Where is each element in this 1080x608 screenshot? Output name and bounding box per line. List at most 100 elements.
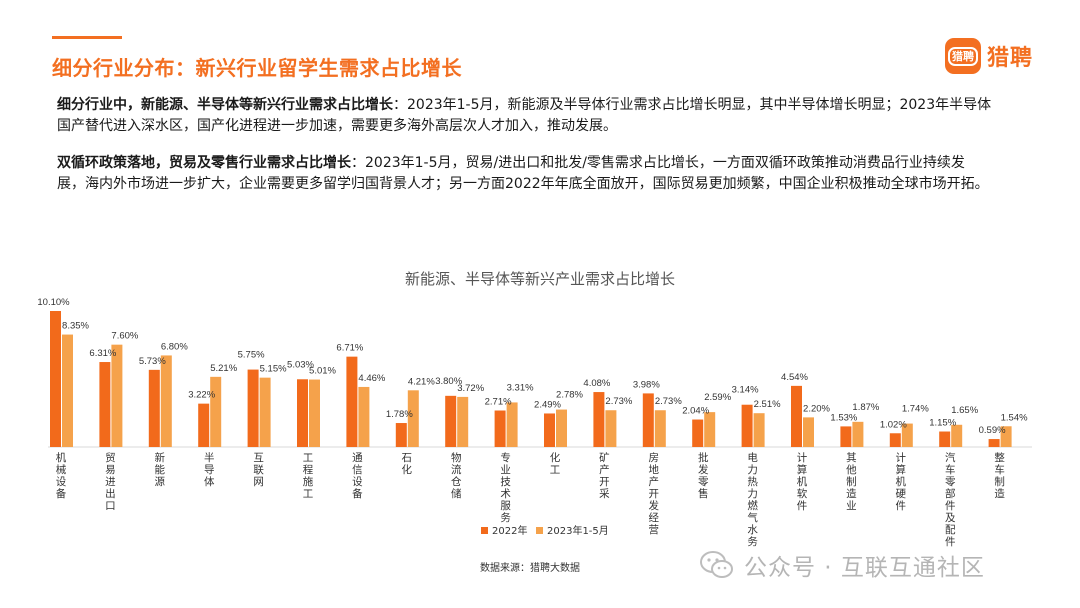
chart-title: 新能源、半导体等新兴产业需求占比增长 bbox=[404, 270, 675, 288]
category-label-11-char-2: 开 bbox=[599, 476, 610, 488]
category-label-10-char-0: 化 bbox=[550, 451, 561, 464]
category-label-16-char-0: 其 bbox=[846, 452, 857, 464]
value-label-2023-10: 2.78% bbox=[556, 390, 583, 401]
bar-2023-11 bbox=[605, 410, 617, 447]
bar-2023-16 bbox=[852, 421, 864, 447]
category-label-13-char-1: 发 bbox=[698, 463, 709, 476]
category-label-3-char-2: 体 bbox=[204, 476, 215, 488]
bar-2022-18 bbox=[939, 431, 951, 447]
category-label-4-char-2: 网 bbox=[253, 476, 264, 488]
bar-2023-2 bbox=[160, 355, 172, 447]
bar-2023-19 bbox=[1000, 426, 1012, 447]
category-label-14-char-3: 力 bbox=[747, 487, 758, 500]
bar-2023-4 bbox=[259, 377, 271, 447]
bar-2022-15 bbox=[791, 385, 802, 447]
category-label-9-char-5: 务 bbox=[500, 511, 511, 524]
bar-2023-13 bbox=[704, 412, 716, 447]
category-label-7-char-0: 石 bbox=[402, 452, 413, 464]
category-label-1-char-0: 贸 bbox=[105, 452, 116, 464]
category-label-2-char-0: 新 bbox=[155, 451, 166, 464]
paragraph-1-body: ：2023年1-5月，新能源及半导体行业需求占比增长明显，其中半导体增长明显；2… bbox=[57, 97, 992, 134]
category-label-8-char-1: 流 bbox=[451, 463, 462, 476]
value-label-2022-5: 5.03% bbox=[287, 359, 314, 370]
bar-2023-12 bbox=[654, 410, 666, 447]
category-label-17-char-0: 计 bbox=[896, 451, 907, 464]
category-label-13-char-3: 售 bbox=[698, 487, 709, 500]
category-label-12-char-6: 营 bbox=[649, 523, 660, 536]
bar-2023-1 bbox=[111, 344, 123, 447]
paragraph-1-heading: 细分行业中，新能源、半导体等新兴行业需求占比增长 bbox=[57, 97, 393, 113]
category-label-18-char-6: 配 bbox=[945, 524, 956, 536]
value-label-2022-18: 1.15% bbox=[929, 418, 956, 429]
logo-badge-text: 猎聘 bbox=[948, 46, 978, 66]
category-label-4-char-0: 互 bbox=[253, 452, 264, 464]
value-label-2022-2: 5.73% bbox=[139, 356, 166, 367]
title-accent-line bbox=[52, 36, 122, 39]
category-label-18-char-4: 件 bbox=[945, 500, 956, 512]
category-label-1-char-4: 口 bbox=[105, 500, 116, 512]
category-label-12-char-2: 产 bbox=[649, 475, 660, 488]
category-label-8-char-2: 仓 bbox=[451, 475, 462, 488]
category-label-8-char-0: 物 bbox=[451, 451, 462, 464]
category-label-19-char-3: 造 bbox=[994, 487, 1005, 500]
category-label-18-char-2: 零 bbox=[945, 476, 956, 488]
bar-2023-0 bbox=[62, 334, 73, 447]
bar-2022-7 bbox=[395, 423, 407, 447]
category-label-9-char-4: 服 bbox=[500, 500, 511, 512]
category-label-14-char-4: 燃 bbox=[747, 499, 758, 512]
category-label-11-char-0: 矿 bbox=[599, 451, 610, 464]
category-label-0-char-0: 机 bbox=[56, 451, 67, 464]
value-label-2023-8: 3.72% bbox=[457, 383, 484, 394]
category-label-1-char-2: 进 bbox=[105, 476, 116, 488]
category-label-15-char-3: 软 bbox=[797, 487, 808, 500]
category-label-15-char-4: 件 bbox=[797, 500, 808, 512]
category-label-14-char-7: 务 bbox=[747, 535, 758, 548]
bar-2023-3 bbox=[210, 376, 222, 447]
liepin-logo: 猎聘 猎聘 bbox=[945, 38, 1033, 74]
bar-2022-12 bbox=[642, 393, 654, 447]
value-label-2023-17: 1.74% bbox=[902, 404, 929, 415]
page-title: 细分行业分布：新兴行业留学生需求占比增长 bbox=[52, 56, 462, 80]
category-label-6-char-3: 备 bbox=[352, 487, 363, 500]
bar-2023-5 bbox=[309, 379, 320, 447]
value-label-2023-11: 2.73% bbox=[605, 396, 632, 407]
category-label-10-char-1: 工 bbox=[550, 464, 561, 476]
category-label-5-char-1: 程 bbox=[303, 464, 314, 476]
category-label-18-char-1: 车 bbox=[945, 463, 956, 476]
value-label-2023-6: 4.46% bbox=[358, 373, 385, 384]
bar-2023-15 bbox=[803, 417, 814, 447]
value-label-2022-16: 1.53% bbox=[830, 412, 857, 423]
category-label-16-char-4: 业 bbox=[846, 500, 857, 512]
bar-2022-16 bbox=[840, 426, 852, 447]
category-label-5-char-0: 工 bbox=[303, 452, 314, 464]
bar-2022-9 bbox=[494, 410, 506, 447]
category-label-18-char-7: 件 bbox=[945, 536, 956, 548]
category-label-4-char-1: 联 bbox=[253, 464, 264, 476]
bar-2022-8 bbox=[445, 395, 457, 447]
category-label-18-char-0: 汽 bbox=[945, 451, 956, 464]
bar-2022-13 bbox=[692, 419, 704, 447]
category-label-3-char-0: 半 bbox=[204, 451, 215, 464]
bar-2022-0 bbox=[50, 311, 61, 447]
category-label-1-char-3: 出 bbox=[105, 487, 116, 500]
value-label-2023-3: 5.21% bbox=[210, 363, 237, 374]
category-label-16-char-3: 造 bbox=[846, 487, 857, 500]
wechat-icon bbox=[700, 551, 733, 578]
category-label-14-char-5: 气 bbox=[747, 511, 758, 524]
value-label-2022-4: 5.75% bbox=[238, 350, 265, 361]
value-label-2022-1: 6.31% bbox=[89, 348, 116, 359]
value-label-2022-15: 4.54% bbox=[781, 372, 808, 383]
value-label-2023-9: 3.31% bbox=[507, 382, 534, 393]
paragraph-dual-circulation: 双循环政策落地，贸易及零售行业需求占比增长：2023年1-5月，贸易/进出口和批… bbox=[57, 153, 992, 195]
paragraph-new-industries: 细分行业中，新能源、半导体等新兴行业需求占比增长：2023年1-5月，新能源及半… bbox=[57, 95, 992, 137]
bar-2022-14 bbox=[741, 404, 753, 447]
bar-2022-17 bbox=[889, 433, 901, 447]
bar-2023-9 bbox=[506, 402, 518, 447]
logo-text: 猎聘 bbox=[987, 46, 1034, 71]
bar-2022-5 bbox=[297, 379, 308, 447]
category-label-0-char-2: 设 bbox=[56, 476, 67, 488]
value-label-2023-7: 4.21% bbox=[408, 376, 435, 387]
category-label-17-char-2: 机 bbox=[896, 475, 907, 488]
value-label-2023-18: 1.65% bbox=[951, 405, 978, 416]
category-label-12-char-1: 地 bbox=[649, 463, 660, 476]
